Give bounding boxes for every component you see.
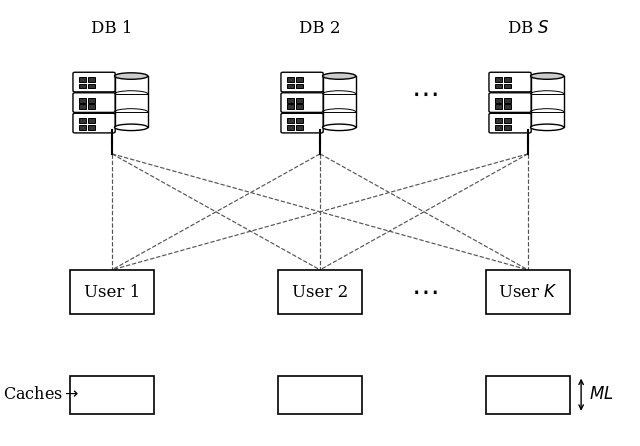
FancyBboxPatch shape bbox=[73, 72, 115, 92]
Ellipse shape bbox=[531, 73, 564, 79]
FancyBboxPatch shape bbox=[88, 118, 95, 123]
Text: User 1: User 1 bbox=[84, 284, 140, 301]
FancyBboxPatch shape bbox=[489, 113, 531, 133]
FancyBboxPatch shape bbox=[495, 118, 502, 123]
Text: User $K$: User $K$ bbox=[498, 284, 558, 301]
FancyBboxPatch shape bbox=[504, 84, 511, 88]
FancyBboxPatch shape bbox=[486, 270, 570, 314]
FancyBboxPatch shape bbox=[287, 98, 294, 103]
FancyBboxPatch shape bbox=[281, 93, 323, 112]
FancyBboxPatch shape bbox=[504, 125, 511, 129]
Text: $\cdots$: $\cdots$ bbox=[411, 278, 438, 306]
Text: DB $S$: DB $S$ bbox=[507, 21, 549, 37]
Ellipse shape bbox=[531, 124, 564, 131]
FancyBboxPatch shape bbox=[88, 125, 95, 129]
FancyBboxPatch shape bbox=[70, 376, 154, 414]
FancyBboxPatch shape bbox=[486, 376, 570, 414]
FancyBboxPatch shape bbox=[79, 98, 86, 103]
FancyBboxPatch shape bbox=[281, 72, 323, 92]
Ellipse shape bbox=[115, 124, 148, 131]
FancyBboxPatch shape bbox=[287, 104, 294, 109]
FancyBboxPatch shape bbox=[296, 98, 303, 103]
FancyBboxPatch shape bbox=[70, 270, 154, 314]
Text: Caches$\rightarrow$: Caches$\rightarrow$ bbox=[3, 386, 79, 403]
FancyBboxPatch shape bbox=[278, 376, 362, 414]
FancyBboxPatch shape bbox=[278, 270, 362, 314]
FancyBboxPatch shape bbox=[323, 76, 356, 128]
FancyBboxPatch shape bbox=[281, 113, 323, 133]
FancyBboxPatch shape bbox=[73, 93, 115, 112]
Text: User 2: User 2 bbox=[292, 284, 348, 301]
FancyBboxPatch shape bbox=[88, 77, 95, 82]
FancyBboxPatch shape bbox=[88, 104, 95, 109]
Text: DB 1: DB 1 bbox=[92, 21, 132, 37]
Text: DB 2: DB 2 bbox=[300, 21, 340, 37]
FancyBboxPatch shape bbox=[88, 84, 95, 88]
FancyBboxPatch shape bbox=[489, 72, 531, 92]
FancyBboxPatch shape bbox=[73, 113, 115, 133]
FancyBboxPatch shape bbox=[495, 104, 502, 109]
FancyBboxPatch shape bbox=[504, 77, 511, 82]
FancyBboxPatch shape bbox=[79, 77, 86, 82]
FancyBboxPatch shape bbox=[495, 77, 502, 82]
FancyBboxPatch shape bbox=[287, 84, 294, 88]
FancyBboxPatch shape bbox=[296, 104, 303, 109]
FancyBboxPatch shape bbox=[88, 98, 95, 103]
FancyBboxPatch shape bbox=[287, 118, 294, 123]
FancyBboxPatch shape bbox=[495, 98, 502, 103]
FancyBboxPatch shape bbox=[296, 118, 303, 123]
Ellipse shape bbox=[115, 73, 148, 79]
FancyBboxPatch shape bbox=[504, 118, 511, 123]
FancyBboxPatch shape bbox=[79, 125, 86, 129]
FancyBboxPatch shape bbox=[79, 118, 86, 123]
FancyBboxPatch shape bbox=[504, 104, 511, 109]
FancyBboxPatch shape bbox=[296, 77, 303, 82]
FancyBboxPatch shape bbox=[296, 125, 303, 129]
FancyBboxPatch shape bbox=[489, 93, 531, 112]
Text: $ML$: $ML$ bbox=[589, 386, 613, 403]
FancyBboxPatch shape bbox=[495, 84, 502, 88]
Ellipse shape bbox=[323, 73, 356, 79]
FancyBboxPatch shape bbox=[287, 77, 294, 82]
FancyBboxPatch shape bbox=[287, 125, 294, 129]
FancyBboxPatch shape bbox=[115, 76, 148, 128]
FancyBboxPatch shape bbox=[531, 76, 564, 128]
FancyBboxPatch shape bbox=[79, 84, 86, 88]
FancyBboxPatch shape bbox=[79, 104, 86, 109]
FancyBboxPatch shape bbox=[296, 84, 303, 88]
FancyBboxPatch shape bbox=[504, 98, 511, 103]
Ellipse shape bbox=[323, 124, 356, 131]
FancyBboxPatch shape bbox=[495, 125, 502, 129]
Text: $\cdots$: $\cdots$ bbox=[411, 80, 438, 107]
